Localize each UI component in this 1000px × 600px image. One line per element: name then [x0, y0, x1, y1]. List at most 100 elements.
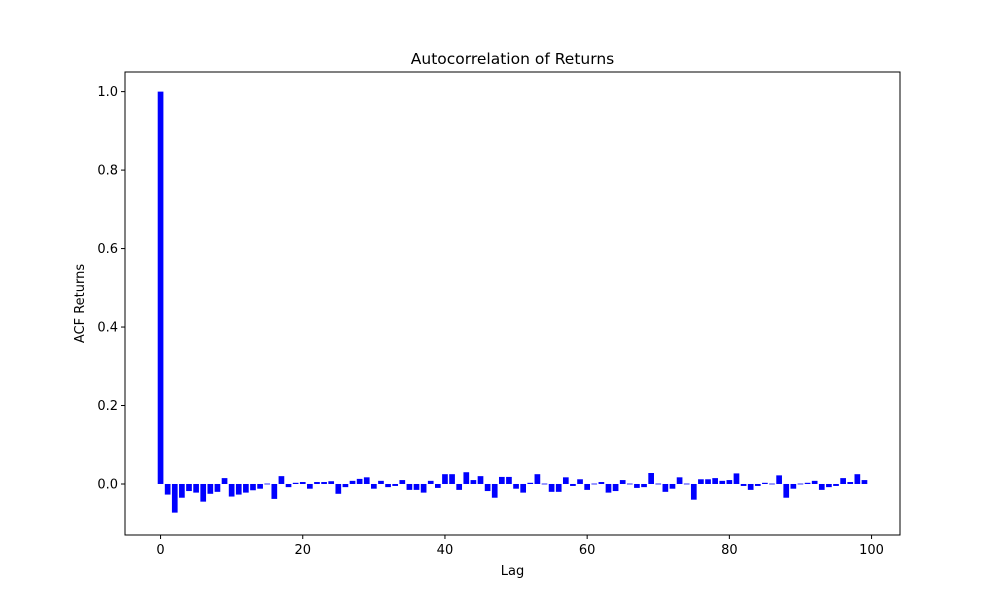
- acf-bar-lag-71: [662, 483, 669, 492]
- acf-bar-lag-85: [762, 482, 768, 484]
- acf-bar-lag-51: [520, 483, 527, 493]
- acf-bar-lag-17: [278, 476, 285, 484]
- acf-bar-lag-9: [221, 478, 228, 484]
- acf-bar-lag-92: [811, 480, 818, 484]
- acf-bar-lag-20: [299, 482, 306, 484]
- x-tick-label: 80: [721, 543, 738, 558]
- acf-bar-lag-78: [712, 478, 718, 484]
- acf-bar-lag-43: [463, 472, 470, 484]
- acf-bar-lag-28: [356, 478, 363, 484]
- x-axis-label: Lag: [501, 564, 524, 579]
- acf-bar-lag-59: [577, 479, 583, 484]
- acf-bar-lag-97: [847, 482, 854, 484]
- x-tick-label: 60: [579, 543, 596, 558]
- acf-bar-lag-87: [776, 475, 782, 484]
- acf-bar-lag-35: [406, 483, 413, 490]
- acf-bar-lag-80: [726, 480, 733, 484]
- acf-bar-lag-83: [747, 483, 754, 490]
- y-tick-label: 0.0: [97, 477, 118, 492]
- acf-bar-lag-64: [612, 483, 619, 492]
- acf-bar-lag-44: [470, 480, 477, 484]
- acf-bar-lag-18: [285, 483, 292, 488]
- acf-bar-lag-61: [591, 483, 598, 485]
- acf-bar-lag-88: [783, 483, 790, 498]
- acf-bar-lag-34: [399, 480, 406, 484]
- acf-bar-lag-31: [378, 480, 384, 484]
- acf-bar-lag-98: [854, 474, 861, 484]
- acf-bar-lag-77: [705, 479, 711, 484]
- acf-bar-lag-94: [826, 483, 832, 488]
- y-tick-label: 0.6: [97, 242, 118, 257]
- acf-bar-lag-69: [648, 473, 654, 484]
- acf-bar-lag-54: [541, 483, 548, 485]
- acf-bar-lag-95: [833, 483, 839, 486]
- acf-bar-lag-58: [570, 483, 576, 486]
- y-axis: 0.0 0.2 0.4 0.6 0.8 1.0: [97, 85, 125, 492]
- acf-bar-lag-67: [634, 483, 640, 488]
- acf-bar-lag-21: [307, 483, 313, 489]
- x-axis: 0 20 40 60 80 100: [156, 535, 884, 558]
- acf-bar-lag-76: [698, 479, 704, 484]
- acf-bar-lag-4: [186, 483, 192, 492]
- acf-bar-lag-38: [427, 480, 434, 484]
- acf-bar-lag-36: [413, 483, 420, 490]
- acf-bar-lag-16: [271, 483, 278, 499]
- acf-bar-lag-33: [392, 483, 399, 486]
- acf-bar-lag-45: [477, 476, 484, 484]
- x-tick-label: 40: [437, 543, 454, 558]
- acf-bar-lag-65: [619, 480, 626, 484]
- acf-bar-lag-63: [605, 483, 612, 493]
- acf-bar-lag-96: [840, 478, 846, 484]
- y-axis-label: ACF Returns: [73, 264, 88, 343]
- acf-bar-lag-74: [683, 483, 690, 485]
- acf-bar-lag-29: [363, 477, 370, 484]
- y-tick-label: 1.0: [97, 85, 118, 100]
- acf-bar-lag-62: [598, 482, 605, 484]
- acf-bar-lag-60: [584, 483, 590, 490]
- acf-bar-lag-47: [491, 483, 498, 498]
- acf-bar-lag-6: [200, 483, 207, 502]
- acf-bar-lag-25: [335, 483, 342, 494]
- acf-bar-lag-23: [321, 482, 327, 484]
- acf-bar-lag-89: [790, 483, 797, 489]
- acf-bar-lag-37: [420, 483, 427, 493]
- acf-bar-lag-84: [754, 483, 761, 486]
- plot-frame: [124, 71, 901, 536]
- acf-bar-lag-22: [314, 482, 320, 484]
- acf-bar-lag-11: [235, 483, 242, 495]
- acf-bar-lag-52: [527, 482, 534, 484]
- acf-bar-lag-24: [328, 481, 335, 484]
- acf-bar-lag-79: [719, 480, 726, 484]
- acf-bar-lag-19: [292, 482, 299, 484]
- acf-bar-lag-41: [449, 474, 455, 484]
- acf-bar-lag-2: [171, 483, 178, 513]
- y-tick-label: 0.8: [97, 164, 118, 179]
- acf-bar-lag-39: [435, 483, 441, 488]
- acf-bar-lag-56: [555, 483, 562, 492]
- x-tick-label: 100: [859, 543, 884, 558]
- acf-bar-lag-82: [740, 483, 747, 486]
- acf-bar-lag-42: [456, 483, 463, 490]
- acf-bar-lag-5: [193, 483, 199, 493]
- x-tick-label: 20: [294, 543, 311, 558]
- acf-bar-lag-50: [513, 483, 519, 489]
- y-tick-label: 0.4: [97, 321, 118, 336]
- acf-bar-lag-27: [349, 480, 356, 484]
- acf-bar-lag-0: [157, 91, 164, 484]
- acf-bar-lag-14: [257, 483, 263, 489]
- acf-bar-lag-75: [690, 483, 697, 500]
- y-tick-label: 0.2: [97, 399, 118, 414]
- acf-bar-lag-32: [385, 483, 391, 488]
- acf-bar-lag-68: [641, 483, 647, 488]
- acf-bar-lag-49: [506, 476, 512, 484]
- acf-bar-lag-15: [264, 483, 271, 485]
- acf-bar-lag-10: [228, 483, 235, 497]
- acf-bar-lag-30: [371, 483, 377, 489]
- acf-bar-lag-57: [562, 477, 569, 484]
- x-tick-label: 0: [156, 543, 164, 558]
- acf-bar-lag-12: [243, 483, 249, 493]
- acf-bar-lag-40: [442, 474, 448, 484]
- acf-bar-lag-99: [861, 480, 868, 484]
- acf-bar-lag-55: [548, 483, 555, 492]
